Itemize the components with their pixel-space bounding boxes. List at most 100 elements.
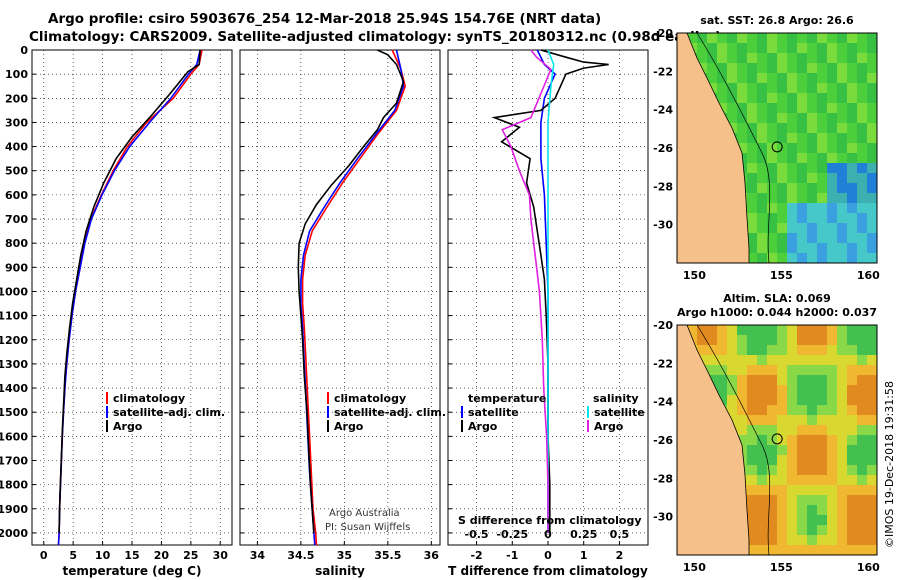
map-pixel <box>767 475 778 486</box>
map-pixel <box>767 325 778 336</box>
map-pixel <box>817 385 828 396</box>
map-pixel <box>847 465 858 476</box>
x-tick-label: 34.5 <box>287 549 314 562</box>
map-pixel <box>817 455 828 466</box>
map-pixel <box>837 113 848 124</box>
map-pixel <box>727 365 738 376</box>
depth-tick-label: 1300 <box>0 358 28 371</box>
map-pixel <box>787 133 798 144</box>
map-pixel <box>837 465 848 476</box>
map-pixel <box>747 73 758 84</box>
map-pixel <box>777 53 788 64</box>
map-pixel <box>827 43 838 54</box>
map-pixel <box>827 203 838 214</box>
map-pixel <box>817 63 828 74</box>
map-pixel <box>777 335 788 346</box>
map-pixel <box>757 335 768 346</box>
map-pixel <box>857 93 868 104</box>
map-pixel <box>797 233 808 244</box>
map-pixel <box>817 83 828 94</box>
map-pixel <box>797 335 808 346</box>
map-pixel <box>757 365 768 376</box>
map-pixel <box>817 253 828 264</box>
x-tick-label: 1 <box>580 549 588 562</box>
map-pixel <box>807 485 818 496</box>
map-pixel <box>857 325 868 336</box>
map-pixel <box>767 123 778 134</box>
map-pixel <box>737 425 748 436</box>
map-pixel <box>797 213 808 224</box>
map-pixel <box>827 33 838 44</box>
map-pixel <box>787 203 798 214</box>
s-difference-ticks: -0.5 -0.25 0 0.25 0.5 <box>465 528 630 541</box>
map-pixel <box>787 83 798 94</box>
map-pixel <box>797 103 808 114</box>
map-pixel <box>767 253 778 264</box>
map-pixel <box>797 435 808 446</box>
map-pixel <box>867 425 878 436</box>
depth-tick-label: 200 <box>5 92 28 105</box>
map-pixel <box>787 253 798 264</box>
map-pixel <box>797 243 808 254</box>
map-pixel <box>737 33 748 44</box>
map-pixel <box>837 445 848 456</box>
map-pixel <box>847 173 858 184</box>
map-pixel <box>737 405 748 416</box>
map-pixel <box>827 73 838 84</box>
map-pixel <box>777 113 788 124</box>
map-pixel <box>777 535 788 546</box>
x-tick-label: 20 <box>154 549 170 562</box>
map-pixel <box>747 243 758 254</box>
map-pixel <box>747 253 758 264</box>
map-pixel <box>747 465 758 476</box>
map-pixel <box>807 425 818 436</box>
legend-label-s-argo: Argo <box>594 420 624 433</box>
difference-panel <box>447 49 649 546</box>
map-pixel <box>767 133 778 144</box>
map-pixel <box>737 385 748 396</box>
map-pixel <box>797 123 808 134</box>
map-pixel <box>797 365 808 376</box>
map-axis-labels: -20 -22 -24 -26 -28 -30 150 155 160 -20 -22 -24 -26 -… <box>653 27 880 574</box>
map-pixel <box>787 193 798 204</box>
map-pixel <box>757 475 768 486</box>
lon-tick-label: 150 <box>683 561 706 574</box>
map-pixel <box>747 495 758 506</box>
map-pixel <box>787 395 798 406</box>
map-pixel <box>847 385 858 396</box>
map-pixel <box>717 103 728 114</box>
map-pixel <box>747 223 758 234</box>
map-pixel <box>787 163 798 174</box>
map-pixel <box>787 475 798 486</box>
map-pixel <box>767 183 778 194</box>
depth-axis: 0 100 200 300 400 500 600 700 800 900 1000 1100 1200… <box>0 44 28 540</box>
legend-label-t-argo: Argo <box>468 420 498 433</box>
map-pixel <box>847 183 858 194</box>
lat-tick-label: -26 <box>653 434 673 447</box>
map-pixel <box>747 435 758 446</box>
legend-title-salinity: salinity <box>593 392 639 405</box>
map-pixel <box>857 153 868 164</box>
legend-label-argo: Argo <box>113 420 143 433</box>
map-pixel <box>837 43 848 54</box>
map-pixel <box>757 515 768 526</box>
map-pixel <box>867 335 878 346</box>
sst-map: sat. SST: 26.8 Argo: 26.6 <box>676 14 878 264</box>
map-pixel <box>777 475 788 486</box>
map-pixel <box>817 233 828 244</box>
map-pixel <box>767 335 778 346</box>
map-pixel <box>867 193 878 204</box>
map-pixel <box>807 405 818 416</box>
map-pixel <box>737 355 748 366</box>
map-pixel <box>807 435 818 446</box>
map-pixel <box>737 123 748 134</box>
map-pixel <box>827 193 838 204</box>
map-pixel <box>767 233 778 244</box>
map-pixel <box>857 213 868 224</box>
map-pixel <box>727 335 738 346</box>
salinity-legend: climatology satellite-adj. clim. Argo Ar… <box>325 392 446 533</box>
map-pixel <box>867 435 878 446</box>
map-pixel <box>787 385 798 396</box>
map-pixel <box>747 213 758 224</box>
